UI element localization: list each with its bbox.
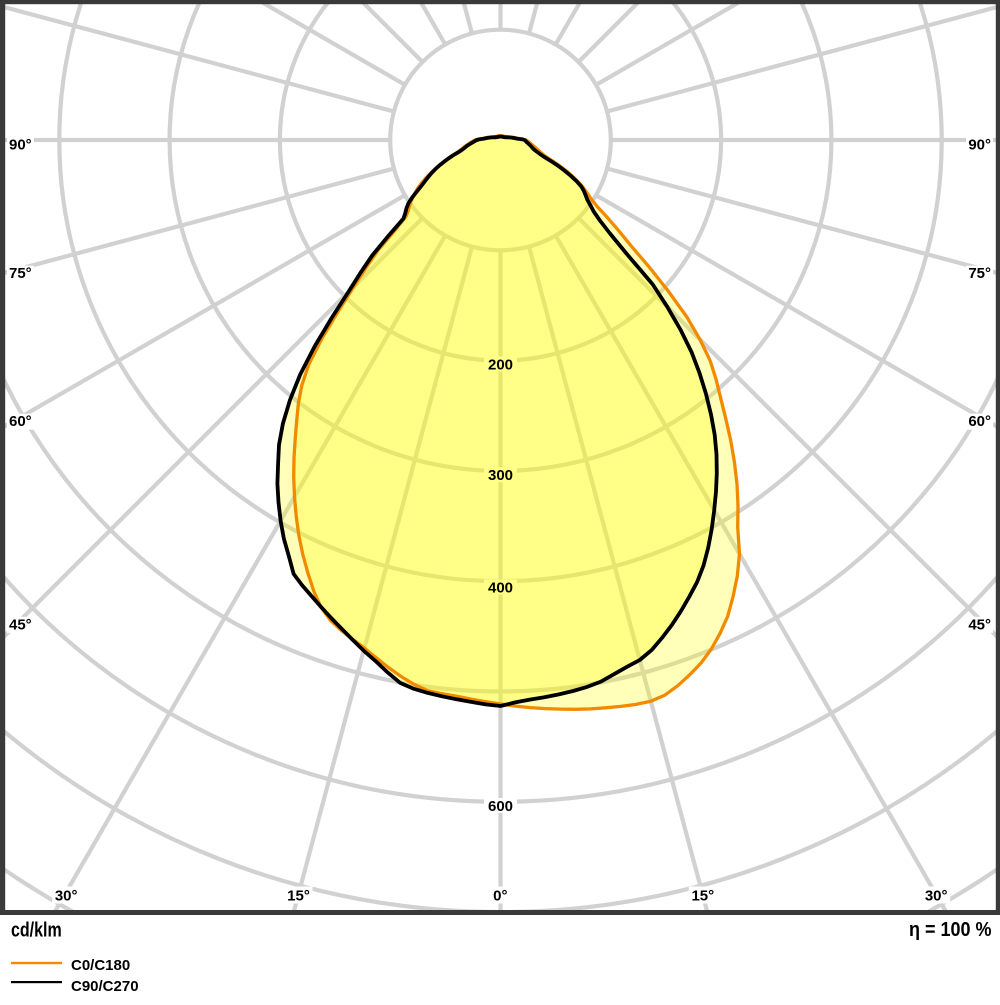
svg-text:15°: 15° xyxy=(287,888,310,905)
svg-text:30°: 30° xyxy=(55,888,78,905)
svg-text:45°: 45° xyxy=(968,616,991,633)
svg-text:200: 200 xyxy=(488,357,513,374)
svg-text:C0/C180: C0/C180 xyxy=(71,957,130,974)
svg-text:400: 400 xyxy=(488,580,513,597)
svg-text:600: 600 xyxy=(488,798,513,815)
svg-text:75°: 75° xyxy=(9,265,32,282)
svg-text:30°: 30° xyxy=(925,888,948,905)
svg-text:60°: 60° xyxy=(9,413,32,430)
svg-text:0°: 0° xyxy=(493,888,507,905)
svg-text:cd/klm: cd/klm xyxy=(11,919,62,941)
svg-text:15°: 15° xyxy=(691,888,714,905)
svg-text:90°: 90° xyxy=(9,137,32,154)
svg-text:45°: 45° xyxy=(9,616,32,633)
svg-text:C90/C270: C90/C270 xyxy=(71,978,139,995)
svg-text:300: 300 xyxy=(488,467,513,484)
svg-text:90°: 90° xyxy=(968,137,991,154)
svg-text:75°: 75° xyxy=(968,265,991,282)
svg-text:60°: 60° xyxy=(968,413,991,430)
svg-text:η = 100 %: η = 100 % xyxy=(909,919,992,941)
